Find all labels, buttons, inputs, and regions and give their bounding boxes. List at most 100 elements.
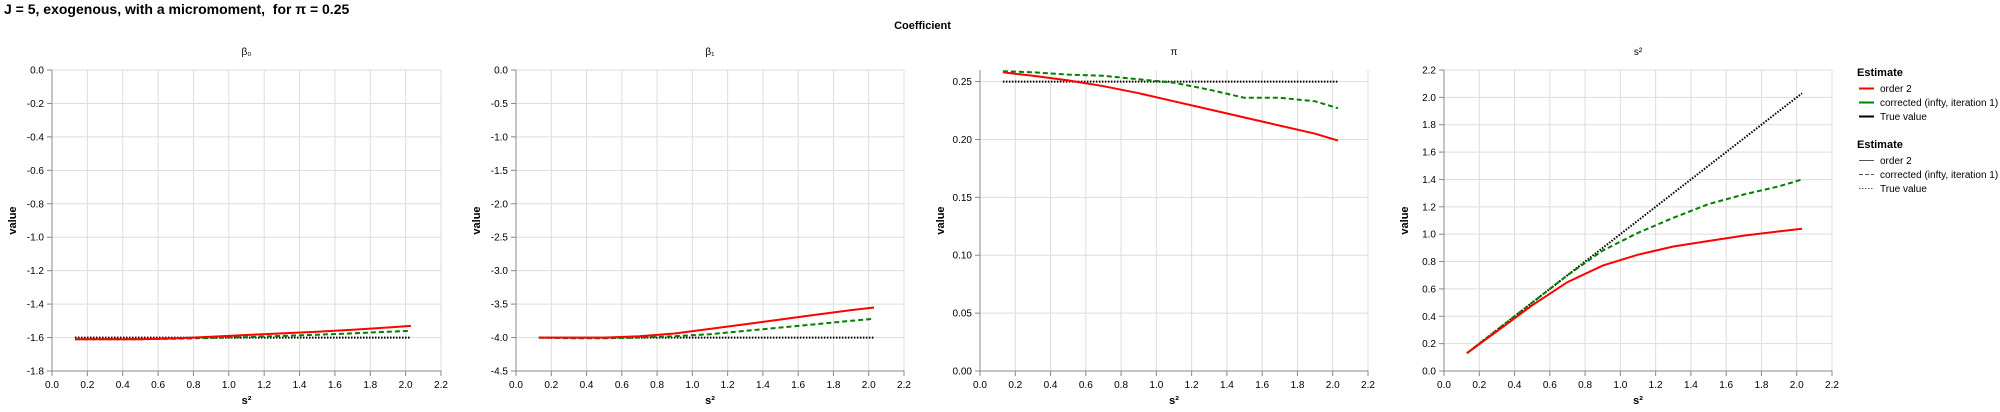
x-tick-label: 0.0	[1437, 380, 1451, 391]
y-tick-label: 0.2	[1422, 339, 1436, 350]
series-line-corrected	[75, 329, 411, 341]
y-tick-label: 0.8	[1422, 257, 1436, 268]
y-tick-label: 1.2	[1422, 202, 1436, 213]
y-axis-title: value	[471, 206, 483, 234]
y-tick-label: 0.20	[953, 135, 973, 146]
x-axis-title: s²	[1633, 395, 1643, 407]
y-tick-label: 0.0	[30, 66, 44, 77]
y-tick-label: -0.4	[27, 132, 45, 143]
x-tick-label: 1.6	[1719, 380, 1733, 391]
x-tick-label: 1.2	[257, 380, 271, 391]
legend-label: True value	[1880, 184, 1927, 195]
y-tick-label: -0.8	[27, 199, 45, 210]
x-tick-label: 1.0	[222, 380, 236, 391]
legend-label: order 2	[1880, 84, 1912, 95]
x-tick-label: 2.2	[434, 380, 448, 391]
x-tick-label: 1.0	[1613, 380, 1627, 391]
x-tick-label: 1.2	[721, 380, 735, 391]
panel-3: 0.0 0.2 0.4 0.6 0.8 1.0 1.2 1.4 1.6 1.8 2.0 2.2 0.00…	[935, 47, 1375, 407]
x-tick-label: 0.2	[1008, 380, 1022, 391]
y-tick-label: 0.15	[953, 193, 973, 204]
legend-label: corrected (infty, iteration 1)	[1880, 170, 1998, 181]
y-tick-label: 0.4	[1422, 312, 1436, 323]
y-tick-label: -1.2	[27, 266, 45, 277]
x-tick-label: 0.8	[1114, 380, 1128, 391]
x-tick-label: 0.4	[1044, 380, 1058, 391]
series-line-order-2	[1002, 71, 1339, 142]
series-line-true-value	[1466, 92, 1803, 354]
legend-title: Estimate	[1857, 67, 1903, 79]
x-tick-label: 1.8	[1291, 380, 1305, 391]
x-tick-label: 0.4	[116, 380, 130, 391]
legend-label: corrected (infty, iteration 1)	[1880, 98, 1998, 109]
x-tick-label: 1.6	[1255, 380, 1269, 391]
y-tick-label: 0.05	[953, 309, 973, 320]
x-tick-label: 1.6	[791, 380, 805, 391]
y-tick-label: -3.0	[491, 266, 509, 277]
x-tick-label: 0.4	[580, 380, 594, 391]
x-tick-label: 1.8	[1755, 380, 1769, 391]
y-tick-label: -0.6	[27, 166, 45, 177]
x-tick-label: 1.4	[756, 380, 770, 391]
y-tick-label: 0.6	[1422, 284, 1436, 295]
x-tick-label: 0.4	[1508, 380, 1522, 391]
y-tick-label: 0.25	[953, 77, 973, 88]
x-tick-label: 2.2	[897, 380, 911, 391]
y-axis-title: value	[7, 206, 19, 234]
y-tick-label: 0.0	[1422, 367, 1436, 378]
y-axis-title: value	[1399, 206, 1411, 234]
x-tick-label: 0.0	[45, 380, 59, 391]
legend-title: Estimate	[1857, 139, 1903, 151]
y-tick-label: -1.5	[491, 166, 509, 177]
x-tick-label: 0.6	[1079, 380, 1093, 391]
panel-4: 0.0 0.2 0.4 0.6 0.8 1.0 1.2 1.4 1.6 1.8 2.0 2.2 0.0 0…	[1399, 47, 1839, 407]
x-tick-label: 2.0	[1326, 380, 1340, 391]
x-tick-label: 2.0	[1790, 380, 1804, 391]
x-tick-label: 0.8	[1578, 380, 1592, 391]
x-tick-label: 0.2	[80, 380, 94, 391]
y-tick-label: -1.0	[491, 132, 509, 143]
y-tick-label: -1.6	[27, 333, 45, 344]
y-tick-label: 1.8	[1422, 120, 1436, 131]
legend-label: True value	[1880, 112, 1927, 123]
y-tick-label: 0.00	[953, 367, 973, 378]
series-line-corrected	[1002, 70, 1339, 110]
legend: Estimate order 2 corrected (infty, iterati…	[1857, 67, 1998, 195]
x-tick-label: 0.2	[1472, 380, 1486, 391]
y-tick-label: -2.0	[491, 199, 509, 210]
x-tick-label: 1.4	[1684, 380, 1698, 391]
column-header: Coefficient	[894, 20, 951, 32]
x-tick-label: 0.2	[544, 380, 558, 391]
x-tick-label: 0.0	[509, 380, 523, 391]
y-tick-label: -4.5	[491, 367, 509, 378]
y-tick-label: 2.2	[1422, 66, 1436, 77]
x-tick-label: 2.2	[1825, 380, 1839, 391]
legend-label: order 2	[1880, 156, 1912, 167]
x-tick-label: 2.2	[1361, 380, 1375, 391]
y-tick-label: -2.5	[491, 233, 509, 244]
y-tick-label: -0.2	[27, 99, 45, 110]
panel-title: β₁	[705, 47, 715, 58]
x-tick-label: 1.8	[363, 380, 377, 391]
x-tick-label: 1.2	[1649, 380, 1663, 391]
y-tick-label: -3.5	[491, 300, 509, 311]
figure-title: J = 5, exogenous, with a micromoment, fo…	[4, 1, 350, 17]
y-axis-title: value	[935, 206, 947, 234]
x-axis-title: s²	[242, 395, 252, 407]
y-tick-label: 1.6	[1422, 148, 1436, 159]
panel-1: 0.0 0.2 0.4 0.6 0.8 1.0 1.2 1.4 1.6 1.8 2.0 2.2 -1.8…	[7, 47, 448, 407]
y-tick-label: 2.0	[1422, 93, 1436, 104]
x-tick-label: 0.6	[1543, 380, 1557, 391]
y-tick-label: 1.4	[1422, 175, 1436, 186]
y-tick-label: -1.0	[27, 233, 45, 244]
x-tick-label: 0.6	[615, 380, 629, 391]
x-tick-label: 1.0	[685, 380, 699, 391]
x-tick-label: 1.0	[1149, 380, 1163, 391]
x-tick-label: 1.4	[1220, 380, 1234, 391]
panel-title: π	[1171, 47, 1178, 58]
panel-title: β₀	[242, 47, 252, 58]
x-tick-label: 2.0	[399, 380, 413, 391]
panel-2: 0.0 0.2 0.4 0.6 0.8 1.0 1.2 1.4 1.6 1.8 2.0 2.2 -4.5…	[471, 47, 911, 407]
series-line-order-2	[1466, 227, 1803, 355]
